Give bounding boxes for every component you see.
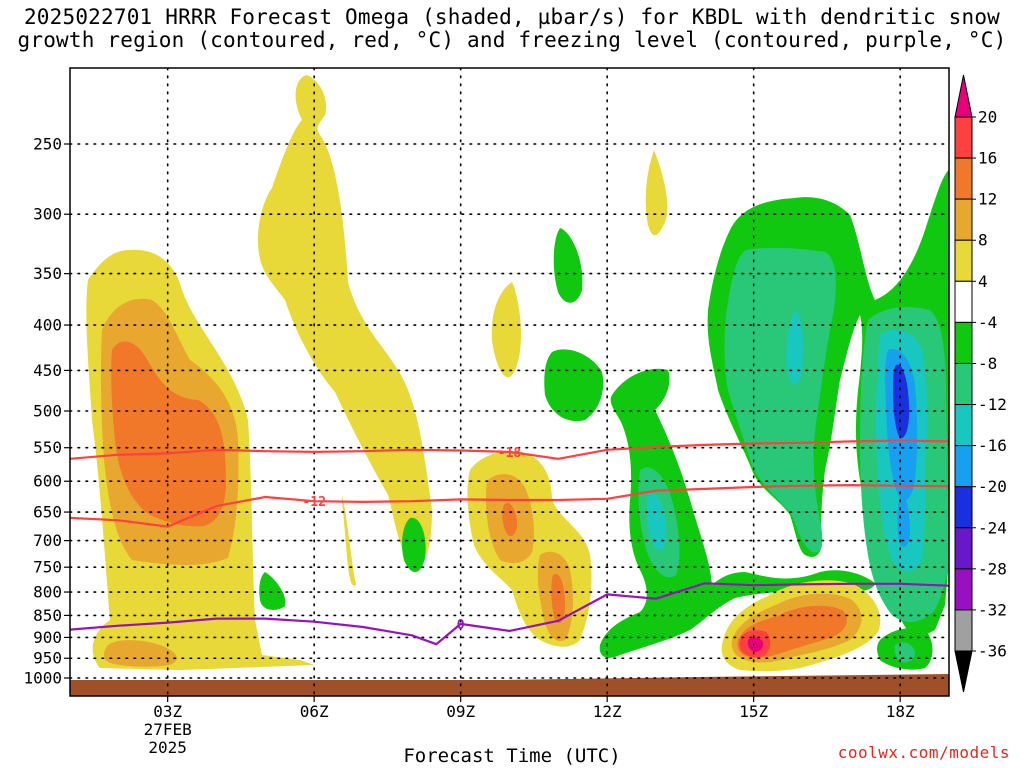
y-tick-label: 350 — [33, 264, 62, 283]
plot-frame — [69, 67, 950, 697]
contour-label: 0 — [457, 618, 465, 633]
omega-region — [502, 502, 518, 537]
omega-region — [786, 310, 804, 385]
colorbar-segment — [954, 362, 973, 406]
credit-link[interactable]: coolwx.com/models — [837, 743, 1010, 762]
y-tick-label: 900 — [33, 628, 62, 647]
y-tick-label: 750 — [33, 558, 62, 577]
colorbar-label: -32 — [978, 600, 1007, 619]
contour-label: -18 — [498, 446, 522, 461]
y-tick-label: 500 — [33, 402, 62, 421]
colorbar-label: -20 — [978, 477, 1007, 496]
colorbar-label: 16 — [978, 149, 997, 168]
x-tick-label: 09Z — [446, 702, 475, 721]
omega-region — [893, 364, 910, 439]
y-tick-label: 400 — [33, 316, 62, 335]
colorbar-segment — [954, 568, 973, 611]
x-tick-sublabel: 2025 — [148, 738, 187, 757]
x-tick-label: 06Z — [300, 702, 329, 721]
colorbar-label: -28 — [978, 559, 1007, 578]
contour--18 — [70, 439, 949, 460]
colorbar-label: 12 — [978, 190, 997, 209]
colorbar-label: -36 — [978, 642, 1007, 661]
colorbar-segment — [954, 116, 973, 159]
colorbar-label: 8 — [978, 231, 988, 250]
y-tick-label: 800 — [33, 583, 62, 602]
x-tick-label: 18Z — [886, 702, 915, 721]
omega-region — [258, 75, 432, 565]
y-tick-label: 850 — [33, 606, 62, 625]
colorbar-segment — [954, 157, 973, 200]
colorbar-label: -8 — [978, 354, 997, 373]
omega-region — [491, 282, 522, 378]
contours: -18 -12 0 — [70, 439, 949, 646]
plot-area: -18 -12 0 — [70, 68, 949, 696]
colorbar-segment — [954, 321, 973, 364]
colorbar-label: -4 — [978, 313, 997, 332]
colorbar-segment — [954, 486, 973, 529]
colorbar-segment — [954, 198, 973, 241]
x-tick-label: 12Z — [593, 702, 622, 721]
y-tick-label: 950 — [33, 649, 62, 668]
omega-region — [544, 349, 604, 422]
omega-region — [553, 228, 583, 303]
colorbar-label: -24 — [978, 518, 1007, 537]
y-axis: 250 300 350 400 450 500 550 600 650 700 750 800 850 9… — [23, 135, 70, 688]
omega-region — [646, 493, 667, 551]
y-tick-label: 700 — [33, 531, 62, 550]
colorbar-segment — [954, 609, 973, 652]
omega-region — [551, 574, 565, 624]
contour-0 — [70, 582, 949, 646]
colorbar-cap-bottom — [954, 650, 973, 693]
colorbar-cap-top — [954, 74, 973, 118]
terrain-surface — [70, 674, 949, 696]
y-tick-label: 450 — [33, 361, 62, 380]
colorbar-label: -12 — [978, 395, 1007, 414]
colorbar-segment — [954, 404, 973, 447]
omega-region — [747, 637, 764, 652]
colorbar-segment — [954, 445, 973, 488]
colorbar-segment — [954, 239, 973, 282]
contour-label: -12 — [302, 495, 325, 510]
omega-region — [402, 517, 426, 573]
y-tick-label: 650 — [33, 503, 62, 522]
x-tick-label: 03Z — [153, 702, 182, 721]
colorbar: 20 16 12 8 4 -4 -8 -12 -16 -20 -24 -28 -32 -36 — [954, 74, 1007, 693]
contour--12 — [70, 484, 949, 528]
colorbar-segment — [954, 527, 973, 570]
y-tick-label: 1000 — [23, 669, 62, 688]
omega-region — [111, 341, 226, 527]
omega-shading — [86, 75, 949, 672]
omega-region — [104, 640, 177, 667]
omega-region — [724, 247, 836, 553]
y-tick-label: 600 — [33, 472, 62, 491]
chart-title: 2025022701 HRRR Forecast Omega (shaded, … — [17, 5, 1007, 52]
x-axis-label: Forecast Time (UTC) — [403, 745, 621, 767]
x-tick-label: 15Z — [739, 702, 768, 721]
omega-region — [259, 572, 286, 610]
y-tick-label: 550 — [33, 438, 62, 457]
colorbar-label: 4 — [978, 272, 988, 291]
y-tick-label: 300 — [33, 205, 62, 224]
y-tick-label: 250 — [33, 135, 62, 154]
omega-region — [342, 495, 356, 586]
colorbar-label: 20 — [978, 108, 997, 127]
colorbar-label: -16 — [978, 436, 1007, 455]
grid — [70, 68, 949, 696]
colorbar-segment — [954, 280, 973, 323]
x-tick-sublabel: 27FEB — [144, 720, 192, 739]
